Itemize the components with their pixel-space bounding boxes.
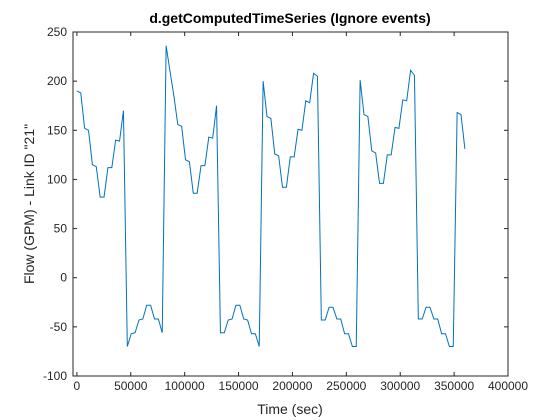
y-tick-label: 200	[47, 74, 67, 88]
x-tick-label: 400000	[488, 379, 528, 393]
x-tick-label: 200000	[272, 379, 312, 393]
x-axis-label: Time (sec)	[257, 401, 323, 417]
x-tick-label: 350000	[434, 379, 474, 393]
y-axis-ticks: -100 -50 0 50 100 150 200 250	[43, 25, 508, 383]
y-axis-label: Flow (GPM) - Link ID "21"	[21, 124, 37, 284]
x-axis-ticks: 0 50000 100000 150000 200000 250000 300000 3500…	[74, 32, 528, 393]
x-tick-label: 150000	[219, 379, 259, 393]
x-tick-label: 0	[74, 379, 81, 393]
y-tick-label: -100	[43, 369, 67, 383]
y-tick-label: 50	[54, 222, 68, 236]
chart-title: d.getComputedTimeSeries (Ignore events)	[149, 10, 430, 26]
y-tick-label: 100	[47, 172, 67, 186]
y-tick-label: 150	[47, 123, 67, 137]
y-tick-label: 250	[47, 25, 67, 39]
y-tick-label: 0	[60, 271, 67, 285]
x-tick-label: 250000	[326, 379, 366, 393]
y-tick-label: -50	[50, 320, 68, 334]
x-tick-label: 300000	[380, 379, 420, 393]
x-tick-label: 100000	[165, 379, 205, 393]
x-tick-label: 50000	[114, 379, 148, 393]
series-line	[76, 45, 466, 348]
plot-area	[72, 31, 509, 377]
